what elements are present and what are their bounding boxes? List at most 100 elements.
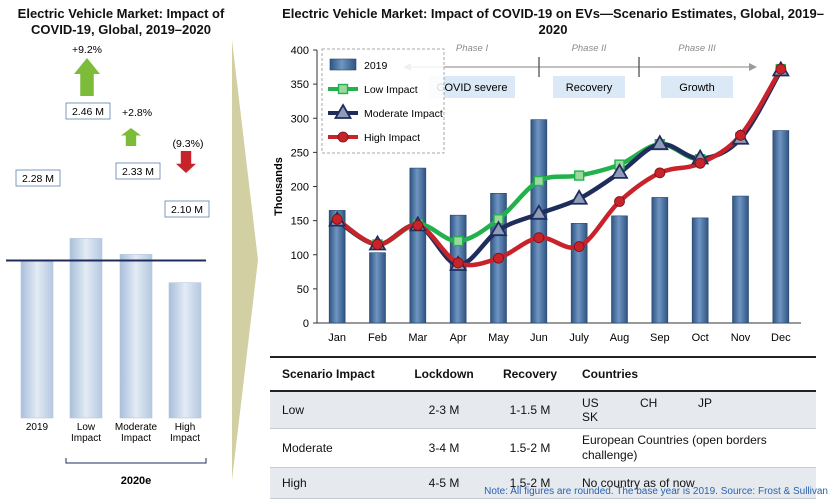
x-tick-label: Oct <box>692 332 709 344</box>
legend-circle-marker <box>337 131 349 143</box>
phase-label: COVID severe <box>437 82 508 94</box>
circle-marker <box>775 63 787 75</box>
arrow-up-icon <box>74 58 100 96</box>
y-tick-label: 250 <box>291 147 309 159</box>
bar-2019-Jan <box>328 210 346 324</box>
y-tick-label: 300 <box>291 113 309 125</box>
country-ch: CH <box>640 396 658 410</box>
phase-label: Recovery <box>566 82 613 94</box>
square-marker <box>533 175 545 187</box>
x-tick-label: Sep <box>650 332 670 344</box>
triangle-marker <box>610 163 629 179</box>
y-tick-label: 200 <box>291 182 309 194</box>
circle-marker <box>331 213 343 225</box>
x-tick-label: Dec <box>771 332 791 344</box>
table-row: Low 2-3 M 1-1.5 M US CH JP SK <box>270 391 816 429</box>
phase-label-box <box>429 76 515 98</box>
x-tick-label: May <box>488 332 509 344</box>
bar-2019-Nov <box>732 195 749 324</box>
triangle-marker <box>489 220 508 237</box>
phase-name: Phase II <box>572 43 607 54</box>
bar-2019-Jun <box>530 119 548 324</box>
table-row: High 4-5 M 1.5-2 M No country as of now <box>270 467 816 499</box>
square-marker <box>452 235 464 247</box>
circle-marker <box>654 167 666 179</box>
cell-scenario: Moderate <box>270 428 398 468</box>
legend-label: Low Impact <box>364 84 418 96</box>
y-tick-label: 0 <box>303 318 309 330</box>
circle-marker <box>735 129 746 141</box>
change-label: +9.2% <box>72 44 102 56</box>
y-axis-label: Thousands <box>273 157 285 216</box>
y-tick-label: 150 <box>291 216 309 228</box>
phase-label-box <box>661 76 733 98</box>
square-marker <box>573 170 585 181</box>
left-xtick-label: 2019 <box>26 422 49 433</box>
country-us: US <box>582 396 599 410</box>
left-xtick-label: Moderate <box>115 422 158 433</box>
legend-swatch-bar <box>329 58 357 71</box>
triangle-marker <box>570 188 589 205</box>
arrow-up-icon <box>121 128 141 146</box>
bar-2019-July <box>570 223 588 324</box>
value-label-box <box>65 102 111 120</box>
right-chart: 0 50 100 150 200 250 300 350 400 Thousands Jan Feb M… <box>273 43 801 344</box>
change-label: (9.3%) <box>173 138 204 150</box>
table-row: Moderate 3-4 M 1.5-2 M European Countrie… <box>270 428 816 468</box>
value-label: 2.10 M <box>171 204 203 216</box>
header-scenario: Scenario Impact <box>270 356 398 392</box>
value-label-box <box>164 200 210 218</box>
left-bar-1 <box>69 238 103 419</box>
chevron-divider <box>232 40 258 480</box>
y-tick-label: 350 <box>291 79 309 91</box>
phase-arrow-right-icon <box>749 63 757 71</box>
bar-2019-Feb <box>369 252 386 324</box>
circle-marker <box>452 257 464 269</box>
circle-marker <box>412 220 424 231</box>
x-tick-label: Apr <box>450 332 467 344</box>
group-bracket <box>65 458 207 464</box>
triangle-marker <box>529 203 548 220</box>
phase-name: Phase III <box>678 43 716 54</box>
cell-recovery: 1.5-2 M <box>484 467 570 499</box>
table-header-row: Scenario Impact Lockdown Recovery Countr… <box>270 356 816 392</box>
cell-lockdown: 3-4 M <box>398 428 484 468</box>
y-tick-label: 400 <box>291 45 309 57</box>
left-xtick-label: Low <box>77 422 96 433</box>
x-tick-label: July <box>569 332 589 344</box>
change-label: +2.8% <box>122 107 152 119</box>
cell-lockdown: 4-5 M <box>398 467 484 499</box>
left-xtick-label: Impact <box>121 433 151 444</box>
legend-triangle-marker <box>333 103 353 119</box>
x-tick-label: Feb <box>368 332 387 344</box>
header-recovery: Recovery <box>484 356 570 392</box>
right-chart-title: Electric Vehicle Market: Impact of COVID… <box>282 6 824 37</box>
value-label-box <box>115 162 161 180</box>
cell-countries: US CH JP SK <box>570 391 816 429</box>
circle-marker <box>493 252 504 264</box>
phase-label: Growth <box>679 82 714 94</box>
bar-2019-Sep <box>651 197 669 324</box>
phase-label-box <box>553 76 625 98</box>
left-bar-2 <box>119 254 153 419</box>
left-xtick-label: High <box>175 422 196 433</box>
circle-marker <box>533 232 545 244</box>
left-chart-title: Electric Vehicle Market: Impact of COVID… <box>17 6 225 37</box>
legend-label: Moderate Impact <box>364 108 443 120</box>
circle-marker <box>573 241 585 252</box>
scenario-table: Scenario Impact Lockdown Recovery Countr… <box>270 356 816 499</box>
x-tick-label: Nov <box>731 332 751 344</box>
left-xtick-label: Impact <box>170 433 200 444</box>
legend-square-marker <box>337 83 349 95</box>
circle-marker <box>614 196 625 207</box>
x-tick-label: Jun <box>530 332 548 344</box>
value-label-box <box>15 169 61 187</box>
left-chart: 2019 LowImpactModerateImpactHighImpact2.2… <box>6 44 210 487</box>
x-tick-label: Mar <box>408 332 427 344</box>
circle-marker <box>372 239 383 250</box>
y-tick-label: 100 <box>291 250 309 262</box>
cell-countries: No country as of now <box>570 467 816 499</box>
value-label: 2.46 M <box>72 106 104 118</box>
arrow-down-icon <box>176 151 196 173</box>
value-label: 2.33 M <box>122 166 154 178</box>
